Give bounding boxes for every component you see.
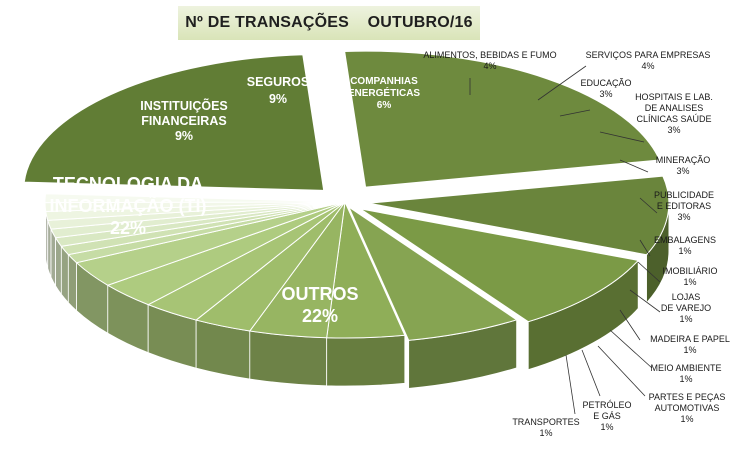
leader-line-16: [581, 349, 601, 397]
slice-top-3: [347, 205, 518, 341]
leader-line-17: [565, 354, 576, 415]
slice-top-18: [23, 54, 325, 191]
slice-top-0: [344, 50, 661, 188]
leader-line-7: [599, 131, 645, 143]
chart-title: Nº DE TRANSAÇÕES OUTUBRO/16: [185, 14, 473, 31]
slice-label-10: EMBALAGENS 1%: [654, 235, 716, 256]
slice-label-11: IMOBILIÁRIO 1%: [662, 266, 717, 287]
slice-side-12: [55, 236, 62, 296]
leader-line-8: [619, 159, 649, 173]
leader-line-12: [629, 289, 661, 313]
slice-label-12: LOJAS DE VAREJO 1%: [661, 292, 711, 324]
leader-line-14: [609, 329, 653, 369]
slice-label-17: TRANSPORTES 1%: [512, 417, 579, 438]
leader-line-13: [619, 309, 641, 341]
slice-side-13: [50, 228, 56, 288]
slice-label-2: SEGUROS 9%: [247, 75, 310, 106]
slice-side-10: [67, 253, 77, 312]
slice-label-1: INSTITUIÇÕES FINANCEIRAS 9%: [140, 98, 228, 143]
chart-title-box: Nº DE TRANSAÇÕES OUTUBRO/16: [178, 6, 480, 40]
slice-label-18: OUTROS 22%: [281, 284, 358, 326]
leader-line-11: [637, 261, 661, 283]
slice-label-13: MADEIRA E PAPEL 1%: [650, 334, 730, 355]
pie-sides: [44, 201, 670, 389]
pie-tops: [23, 50, 670, 341]
slice-label-16: PETRÓLEO E GÁS 1%: [582, 400, 631, 432]
slice-label-5: SERVIÇOS PARA EMPRESAS 4%: [586, 50, 711, 71]
slice-top-2: [360, 208, 640, 323]
leader-line-6: [559, 109, 591, 117]
slice-top-1: [368, 175, 670, 256]
slice-label-9: PUBLICIDADE E EDITORAS 3%: [654, 190, 714, 222]
leader-line-9: [639, 197, 658, 214]
slice-label-6: EDUCAÇÃO 3%: [580, 78, 631, 99]
slice-label-8: MINERAÇÃO 3%: [656, 155, 711, 176]
slice-side-4: [326, 334, 406, 387]
slice-label-7: HOSPITAIS E LAB. DE ANALISES CLÍNICAS SAÚD…: [635, 92, 713, 135]
slice-label-3: COMPANHIAS ENERGÉTICAS 6%: [348, 76, 421, 111]
slice-label-14: MEIO AMBIENTE 1%: [650, 363, 721, 384]
slice-side-5: [249, 330, 328, 387]
leader-line-5: [537, 65, 587, 101]
leader-lines: [469, 65, 661, 415]
slice-labels: TECNOLOGIA DA INFORMAÇÃO (TI) 22% INSTITUIÇ…: [50, 50, 730, 438]
leader-line-15: [597, 345, 646, 397]
slice-label-0: TECNOLOGIA DA INFORMAÇÃO (TI) 22%: [50, 174, 207, 238]
slice-label-4: ALIMENTOS, BEBIDAS E FUMO 4%: [423, 50, 556, 71]
slice-side-11: [60, 245, 69, 304]
slice-top-17: [44, 193, 346, 204]
slice-label-15: PARTES E PEÇAS AUTOMOTIVAS 1%: [649, 392, 726, 424]
leader-line-10: [639, 239, 651, 257]
